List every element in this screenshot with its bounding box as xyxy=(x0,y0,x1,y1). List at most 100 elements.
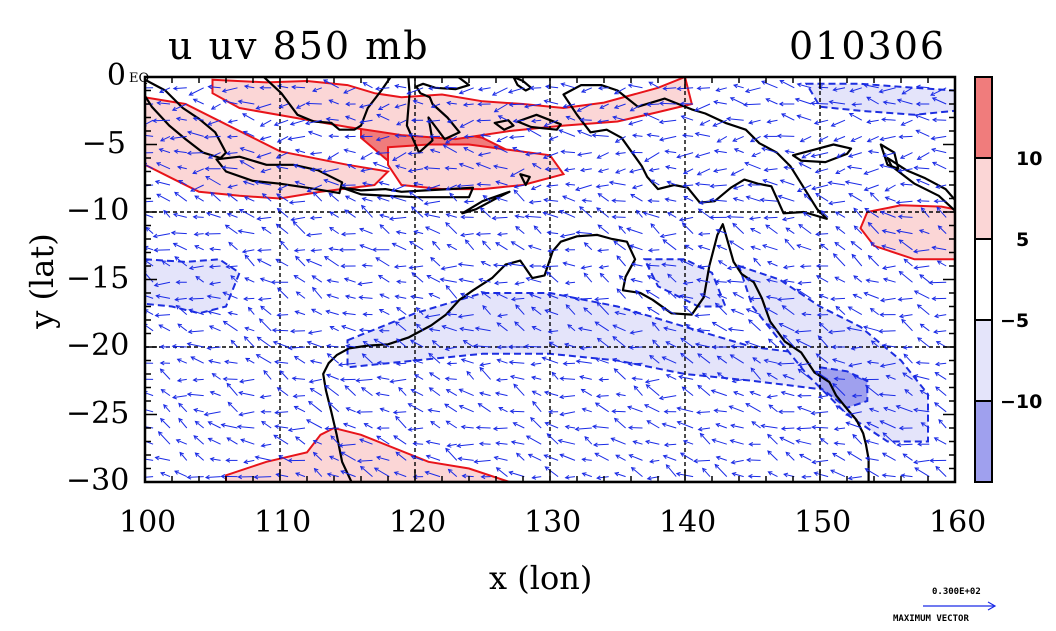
wind-vector xyxy=(614,151,626,156)
wind-vector xyxy=(260,409,272,415)
wind-vector xyxy=(531,325,542,332)
wind-vector xyxy=(562,261,576,267)
wind-vector xyxy=(647,198,660,204)
wind-vector xyxy=(630,262,643,267)
wind-vector xyxy=(429,148,441,154)
wind-vector xyxy=(767,450,778,461)
wind-vector xyxy=(684,244,694,251)
wind-vector xyxy=(626,227,643,235)
wind-vector xyxy=(287,135,306,141)
wind-vector xyxy=(415,306,424,315)
wind-vector xyxy=(935,465,947,477)
grid-layer xyxy=(145,77,955,482)
wind-vector xyxy=(175,279,187,285)
wind-vector xyxy=(406,87,424,95)
wind-vector xyxy=(169,135,187,141)
wind-vector xyxy=(726,214,744,220)
date-label: 010306 xyxy=(789,24,947,68)
wind-vector xyxy=(326,353,340,364)
wind-vector xyxy=(508,344,525,350)
wind-vector xyxy=(696,85,711,91)
wind-vector xyxy=(544,309,559,316)
wind-vector xyxy=(751,152,761,158)
wind-vector xyxy=(458,404,474,413)
wind-vector xyxy=(430,103,441,109)
wind-vector xyxy=(866,135,879,143)
wind-vector xyxy=(195,275,204,283)
wind-vector xyxy=(328,99,339,105)
wind-vector xyxy=(359,244,373,251)
wind-vector xyxy=(310,308,323,316)
wind-vector xyxy=(473,459,491,464)
wind-vector xyxy=(341,182,356,188)
wind-vector xyxy=(376,455,390,461)
wind-vector xyxy=(933,313,947,319)
wind-vector xyxy=(897,214,913,220)
wind-vector xyxy=(459,326,474,332)
wind-vector xyxy=(830,296,846,302)
wind-vector xyxy=(731,472,744,478)
wind-vector xyxy=(682,168,694,175)
wind-vector xyxy=(813,471,829,478)
wind-vector xyxy=(291,376,306,381)
wind-vector xyxy=(493,145,508,154)
wind-vector xyxy=(329,226,339,235)
wind-vector xyxy=(345,407,356,413)
wind-vector xyxy=(498,407,508,413)
wind-vector xyxy=(853,207,863,218)
wind-vector xyxy=(389,378,407,384)
wind-vector xyxy=(574,296,592,302)
wind-vector xyxy=(697,231,711,237)
wind-vector xyxy=(145,226,154,234)
wind-vector xyxy=(176,358,187,364)
wind-vector xyxy=(765,278,778,283)
wind-vector xyxy=(895,404,913,413)
wind-vector xyxy=(194,245,204,251)
wind-vector xyxy=(581,472,592,478)
wind-vector xyxy=(717,260,728,267)
wind-vector xyxy=(699,293,711,299)
wind-vector xyxy=(492,262,508,268)
coastline-australia xyxy=(322,223,870,482)
wind-vector xyxy=(395,230,407,235)
wind-vector xyxy=(361,181,373,187)
wind-vector xyxy=(513,184,525,189)
wind-vector xyxy=(818,294,829,299)
wind-vector xyxy=(371,247,390,253)
wind-vector xyxy=(899,181,913,187)
wind-vector xyxy=(881,343,896,349)
wind-vector xyxy=(863,291,879,299)
wind-vector xyxy=(440,265,457,271)
wind-vector xyxy=(608,180,626,186)
wind-vector xyxy=(747,473,761,479)
wind-vector xyxy=(815,231,829,237)
colorbar-swatch xyxy=(974,238,993,321)
wind-vector xyxy=(612,115,626,121)
wind-vector xyxy=(836,152,846,158)
wind-vector xyxy=(575,184,592,192)
wind-vector xyxy=(697,208,711,218)
wind-vector xyxy=(697,426,711,432)
wind-vector xyxy=(445,389,458,397)
wind-vector xyxy=(340,470,356,478)
wind-vector xyxy=(801,152,812,159)
wind-vector xyxy=(667,273,677,283)
wind-vector xyxy=(145,424,154,429)
wind-vector xyxy=(362,312,373,317)
wind-vector xyxy=(896,228,913,235)
wind-vector xyxy=(828,200,846,206)
wind-vector xyxy=(934,361,947,367)
wind-vector xyxy=(188,308,204,316)
wind-vector xyxy=(305,101,322,106)
wind-vector xyxy=(159,368,171,380)
wind-vector xyxy=(530,118,542,124)
wind-vector xyxy=(665,464,677,477)
wind-vector xyxy=(509,168,525,177)
wind-vector xyxy=(870,241,880,251)
wind-vector xyxy=(709,183,727,189)
wind-vector xyxy=(630,466,643,477)
wind-vector xyxy=(359,438,373,445)
x-tick-label: 140 xyxy=(659,505,717,540)
wind-vector xyxy=(730,459,744,465)
wind-vector xyxy=(192,214,204,220)
